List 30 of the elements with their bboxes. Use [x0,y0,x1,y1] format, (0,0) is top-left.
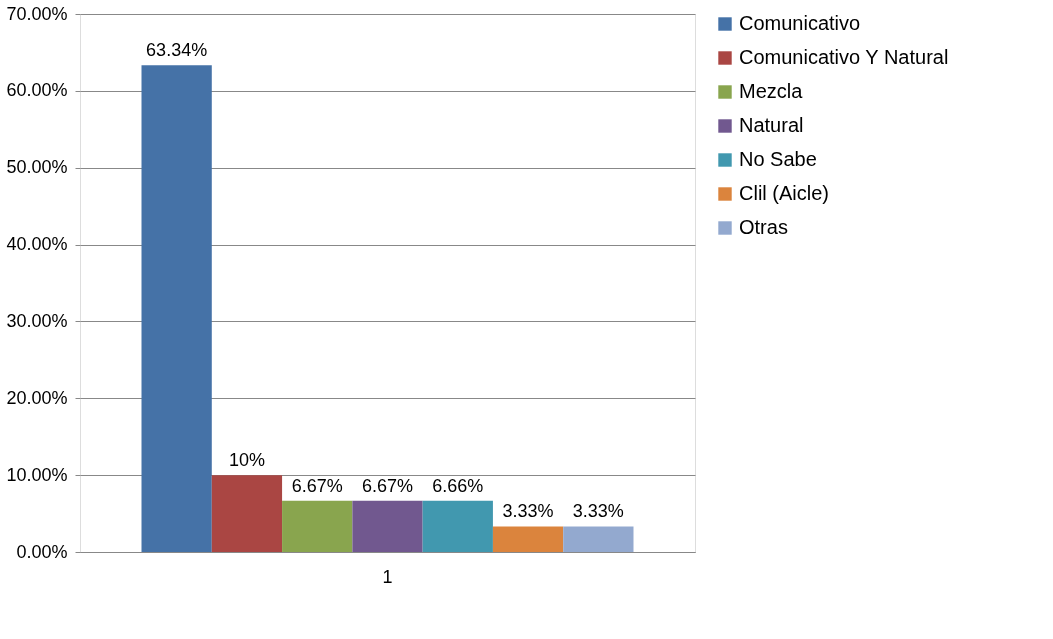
legend-label: Mezcla [739,80,804,102]
bar [563,526,634,552]
bar [492,526,564,552]
legend-label: Otras [739,216,788,238]
bar [141,65,212,552]
legend-label: No Sabe [739,148,817,170]
bar [282,500,353,552]
y-tick-label: 70.00% [6,3,68,24]
legend-label: Comunicativo Y Natural [739,46,949,68]
data-label: 10% [228,450,265,471]
y-tick-label: 10.00% [6,464,68,485]
y-tick-label: 50.00% [6,157,68,178]
bar [352,500,423,552]
legend-label: Clil (Aicle) [739,182,829,204]
y-tick-label: 60.00% [6,80,68,101]
data-label: 6.67% [361,475,414,496]
y-tick-label: 30.00% [6,310,68,331]
y-tick-label: 20.00% [6,387,68,408]
y-tick-label: 0.00% [16,541,68,562]
bar [211,475,283,552]
data-label: 3.33% [502,501,554,522]
bar [422,500,493,552]
data-label: 6.66% [432,475,484,496]
data-label: 63.34% [146,40,208,61]
legend-label: Natural [739,114,804,136]
legend-label: Comunicativo [739,12,861,34]
x-tick-label: 1 [382,566,393,587]
y-tick-label: 40.00% [6,234,68,255]
data-label: 3.33% [572,501,624,522]
data-label: 6.67% [291,475,343,496]
